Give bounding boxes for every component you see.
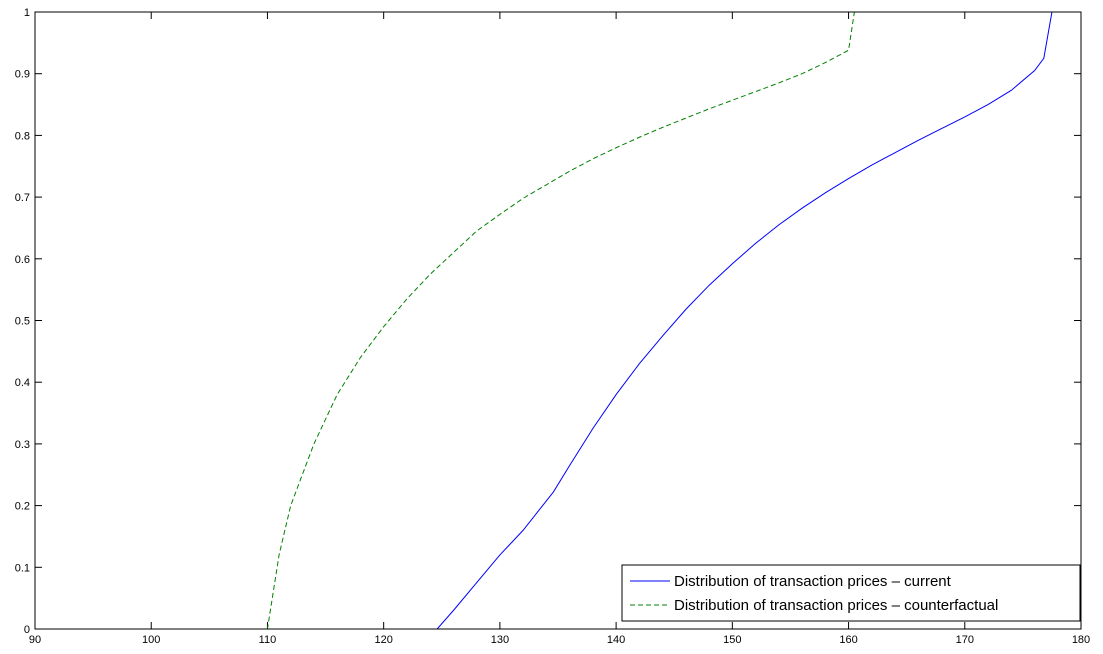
y-tick-label: 0.7 bbox=[15, 192, 30, 204]
x-tick-label: 130 bbox=[491, 634, 509, 646]
legend: Distribution of transaction prices – cur… bbox=[621, 564, 1081, 622]
plot-area-frame bbox=[34, 11, 1082, 630]
series-lines bbox=[35, 11, 1053, 630]
legend-box bbox=[621, 564, 1081, 622]
y-tick-label: 0 bbox=[24, 624, 30, 636]
axis-ticks bbox=[34, 11, 1082, 630]
x-tick-label: 150 bbox=[723, 634, 741, 646]
y-tick-label: 0.3 bbox=[15, 439, 30, 451]
y-tick-label: 0.5 bbox=[15, 316, 30, 328]
y-tick-label: 1 bbox=[24, 7, 30, 19]
series-line-current bbox=[35, 11, 1053, 630]
y-tick-label: 0.8 bbox=[15, 130, 30, 142]
series-line-counterfactual bbox=[35, 11, 855, 630]
y-tick-label: 0.4 bbox=[15, 377, 30, 389]
y-tick-label: 0.6 bbox=[15, 254, 30, 266]
legend-label-current: Distribution of transaction prices – cur… bbox=[674, 573, 952, 590]
x-tick-label: 160 bbox=[839, 634, 857, 646]
x-tick-label: 170 bbox=[956, 634, 974, 646]
y-tick-label: 0.1 bbox=[15, 562, 30, 574]
x-tick-label: 110 bbox=[259, 634, 277, 646]
y-tick-label: 0.9 bbox=[15, 69, 30, 81]
x-tick-label: 100 bbox=[142, 634, 160, 646]
x-tick-label: 140 bbox=[607, 634, 625, 646]
y-tick-label: 0.2 bbox=[15, 501, 30, 513]
x-tick-label: 90 bbox=[29, 634, 41, 646]
legend-label-counterfactual: Distribution of transaction prices – cou… bbox=[674, 597, 998, 614]
x-tick-label: 180 bbox=[1072, 634, 1090, 646]
x-tick-label: 120 bbox=[374, 634, 392, 646]
axis-tick-labels: 90 100 110 120 130 140 150 160 170 180 0 0.1 0.2 0.3 0… bbox=[15, 7, 1090, 646]
